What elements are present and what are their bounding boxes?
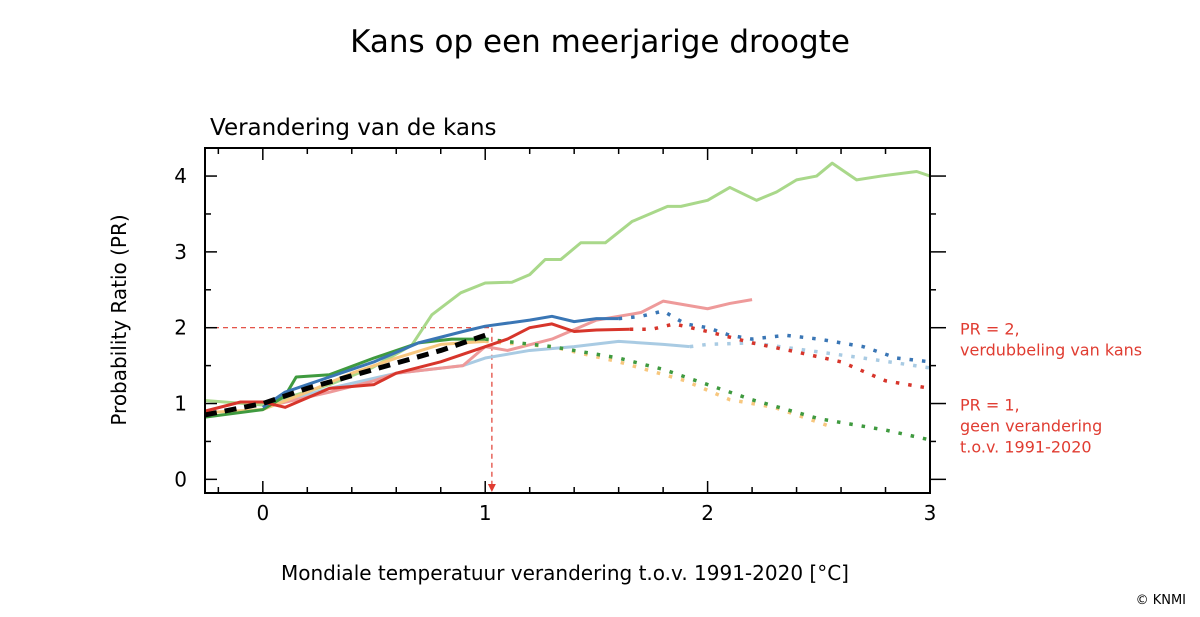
series-light-blue-projection (689, 341, 931, 370)
y-tick-label: 0 (174, 467, 187, 491)
x-tick-label: 1 (479, 501, 492, 525)
series-light-green-line (204, 161, 931, 407)
series-blue-projection (618, 309, 931, 364)
reference-arrow (487, 484, 496, 492)
x-tick-label: 2 (701, 501, 714, 525)
series-pink-line (262, 298, 753, 409)
series-dark-green-projection (485, 337, 931, 442)
annotation-pr2-line: PR = 2, (960, 320, 1020, 339)
y-axis-label: Probability Ratio (PR) (107, 214, 131, 425)
chart-title: Kans op een meerjarige droogte (350, 24, 850, 60)
y-tick-label: 3 (174, 240, 187, 264)
series-red-line (204, 322, 630, 413)
series-light-blue-line (262, 339, 690, 409)
annotation-pr2-line: verdubbeling van kans (960, 341, 1142, 360)
copyright: © KNMI (1135, 593, 1186, 608)
y-tick-label: 2 (174, 316, 187, 340)
series-red-projection (629, 322, 931, 391)
series-blue-line (261, 314, 619, 409)
annotation-pr1-line: PR = 1, (960, 396, 1020, 415)
chart-subtitle: Verandering van de kans (210, 115, 497, 141)
series-mean-line (204, 332, 487, 418)
series-orange-projection (485, 339, 831, 428)
x-axis-label: Mondiale temperatuur verandering t.o.v. … (281, 561, 849, 585)
x-tick-label: 0 (256, 501, 269, 525)
plot-frame (204, 147, 931, 494)
y-tick-label: 1 (174, 392, 187, 416)
annotation-pr1-line: t.o.v. 1991-2020 (960, 438, 1092, 457)
y-tick-label: 4 (174, 164, 187, 188)
annotation-pr1-line: geen verandering (960, 417, 1102, 436)
x-tick-label: 3 (924, 501, 937, 525)
